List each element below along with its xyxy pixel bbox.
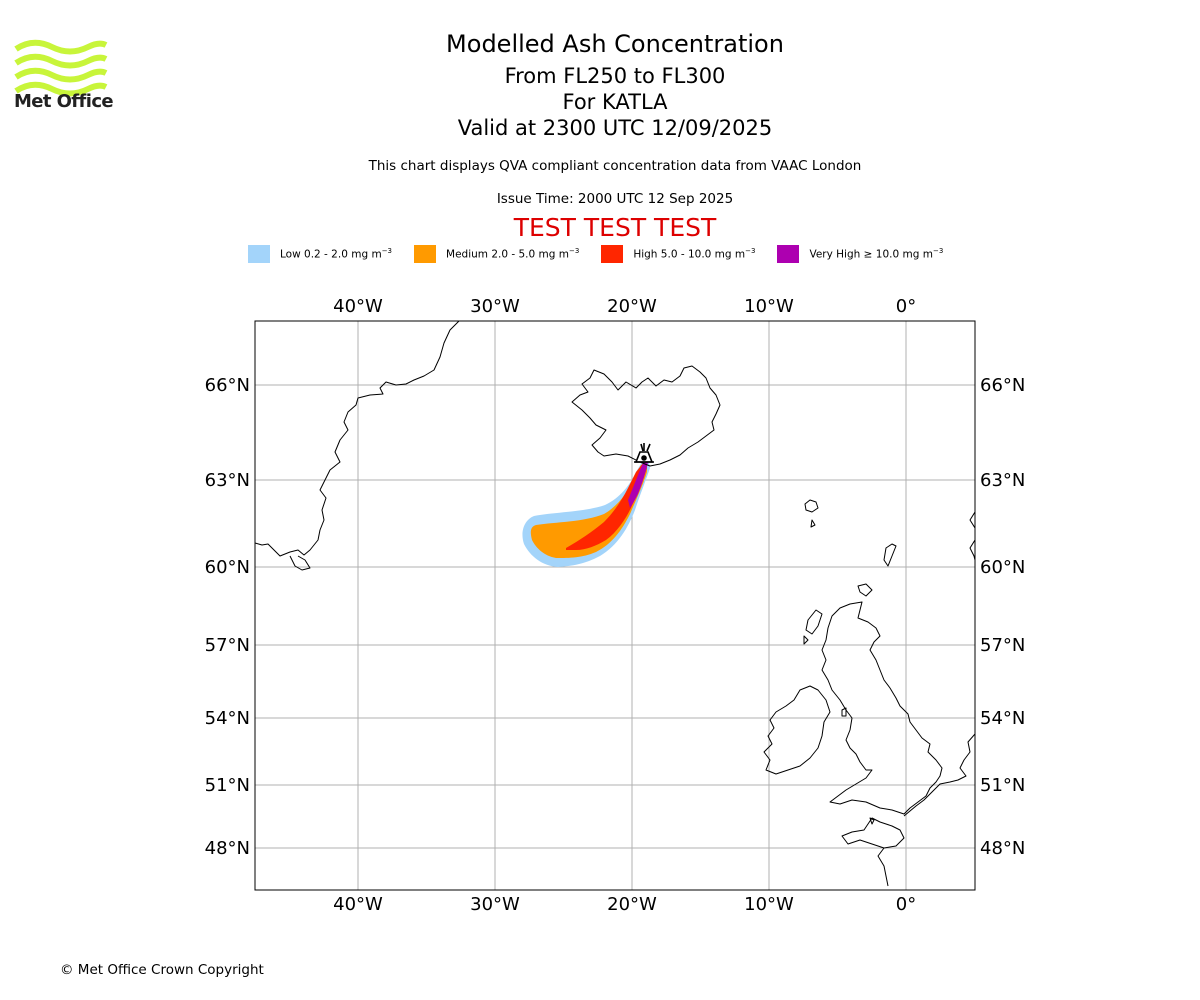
lat-tick-label-left: 54°N: [205, 708, 250, 729]
lon-tick-label-bottom: 10°W: [744, 894, 794, 915]
coastline-hebrides-2: [803, 635, 809, 645]
lat-tick-label-right: 60°N: [980, 557, 1025, 578]
chart-description: This chart displays QVA compliant concen…: [368, 158, 862, 174]
legend-swatch-high: [601, 245, 624, 263]
lon-tick-label-top: 20°W: [607, 296, 657, 317]
valid-time: Valid at 2300 UTC 12/09/2025: [457, 116, 773, 140]
coastline-greenland: [255, 321, 460, 557]
legend-label-low: Low 0.2 - 2.0 mg m−3: [280, 247, 393, 261]
issue-time: Issue Time: 2000 UTC 12 Sep 2025: [496, 191, 734, 207]
legend-label-very-high: Very High ≥ 10.0 mg m−3: [809, 247, 944, 261]
legend-label-medium: Medium 2.0 - 5.0 mg m−3: [446, 247, 580, 261]
legend-swatch-medium: [414, 245, 437, 263]
lat-tick-label-left: 66°N: [205, 375, 250, 396]
lat-tick-label-right: 63°N: [980, 470, 1025, 491]
ash-zone-very-high: [628, 461, 648, 508]
coastline-isle-of-man: [841, 707, 847, 717]
lon-tick-label-bottom: 30°W: [470, 894, 520, 915]
lat-tick-label-right: 57°N: [980, 635, 1025, 656]
test-banner: TEST TEST TEST: [513, 213, 717, 242]
coastline-continent: [903, 733, 975, 817]
lon-tick-label-top: 10°W: [744, 296, 794, 317]
flight-level-range: From FL250 to FL300: [504, 64, 726, 88]
lon-tick-label-bottom: 20°W: [607, 894, 657, 915]
coastline-shetland: [883, 543, 897, 567]
coastline-faroe-2: [810, 519, 816, 528]
lon-tick-label-top: 0°: [896, 296, 916, 317]
lon-tick-label-bottom: 0°: [896, 894, 916, 915]
coastline-ireland: [763, 685, 831, 775]
map-background: [255, 321, 975, 890]
coastlines: [255, 321, 975, 887]
coastline-great-britain: [821, 601, 943, 815]
lon-tick-label-top: 40°W: [333, 296, 383, 317]
met-office-logo: [14, 39, 108, 97]
chart-title: Modelled Ash Concentration: [446, 30, 784, 58]
legend-item-low: Low 0.2 - 2.0 mg m−3: [248, 245, 392, 263]
lat-tick-label-right: 48°N: [980, 838, 1025, 859]
lat-tick-label-right: 51°N: [980, 775, 1025, 796]
coastline-orkney: [857, 583, 873, 597]
coastline-faroe: [804, 499, 819, 513]
lat-tick-label-left: 57°N: [205, 635, 250, 656]
lat-tick-label-left: 48°N: [205, 838, 250, 859]
lat-tick-label-left: 63°N: [205, 470, 250, 491]
axis-labels: 40°W 30°W 20°W 10°W 0° 40°W 30°W 20°W 10…: [205, 296, 1026, 915]
logo-text: Met Office: [14, 91, 114, 112]
coastline-france: [841, 817, 905, 887]
coastline-channel-islands: [869, 817, 875, 825]
legend-swatch-very-high: [777, 245, 800, 263]
legend-item-medium: Medium 2.0 - 5.0 mg m−3: [414, 245, 579, 263]
coastline-greenland-tip: [289, 555, 311, 571]
legend-label-high: High 5.0 - 10.0 mg m−3: [633, 247, 756, 261]
lat-tick-label-left: 51°N: [205, 775, 250, 796]
volcano-name: For KATLA: [562, 90, 668, 114]
legend-item-high: High 5.0 - 10.0 mg m−3: [601, 245, 755, 263]
lon-tick-label-bottom: 40°W: [333, 894, 383, 915]
legend-swatch-low: [248, 245, 270, 263]
lon-tick-label-top: 30°W: [470, 296, 520, 317]
copyright: © Met Office Crown Copyright: [60, 962, 264, 978]
legend-item-very-high: Very High ≥ 10.0 mg m−3: [777, 245, 943, 263]
ash-zone-medium: [530, 462, 647, 558]
coastline-hebrides: [805, 609, 823, 635]
lat-tick-label-left: 60°N: [205, 557, 250, 578]
map-frame: [254, 320, 976, 891]
lat-tick-label-right: 54°N: [980, 708, 1025, 729]
lat-tick-label-right: 66°N: [980, 375, 1025, 396]
coastline-iceland: [571, 365, 721, 467]
concentration-legend: Low 0.2 - 2.0 mg m−3 Medium 2.0 - 5.0 mg…: [248, 244, 965, 264]
volcano-icon: [634, 443, 654, 463]
